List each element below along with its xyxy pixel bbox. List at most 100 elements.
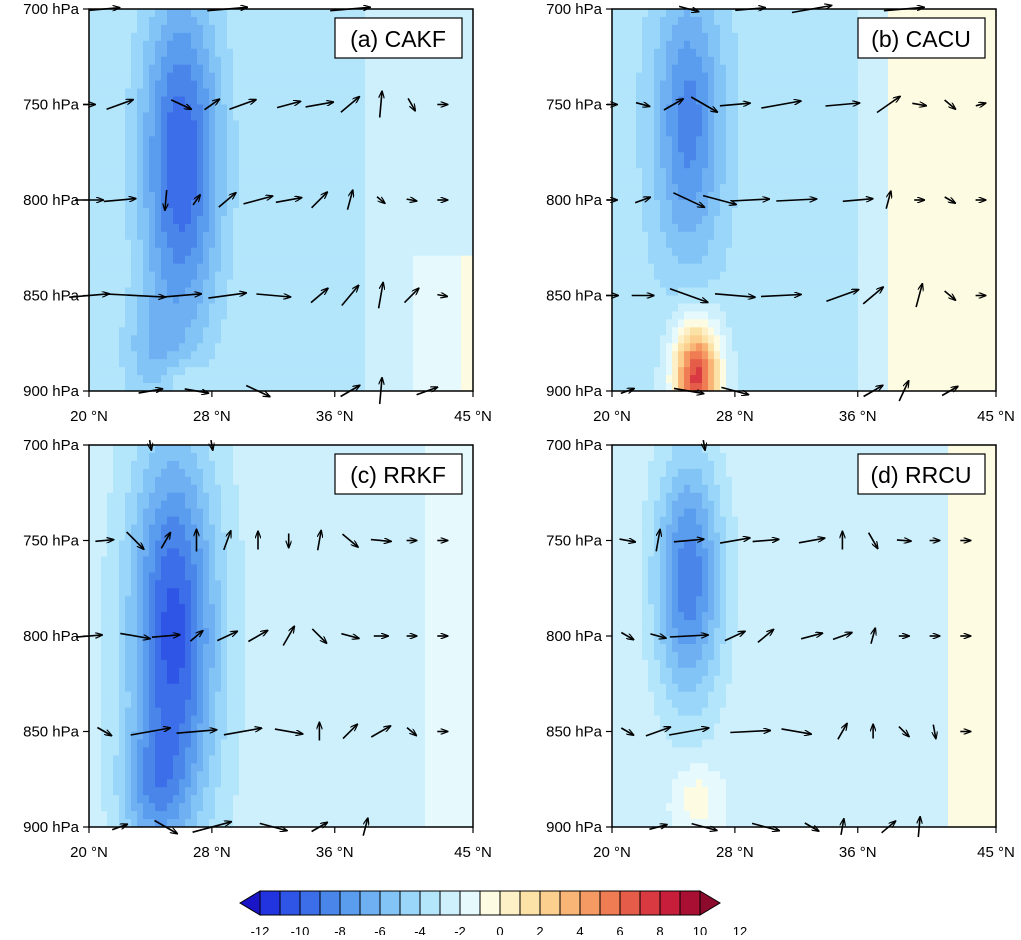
contour-cell	[750, 41, 757, 50]
contour-cell	[155, 280, 162, 289]
contour-cell	[750, 81, 757, 90]
contour-cell	[269, 89, 276, 98]
contour-cell	[672, 81, 679, 90]
contour-cell	[359, 152, 366, 161]
contour-cell	[275, 288, 282, 297]
contour-cell	[371, 136, 378, 145]
contour-cell	[642, 248, 649, 257]
contour-cell	[684, 49, 691, 58]
contour-cell	[648, 41, 655, 50]
contour-cell	[257, 17, 264, 26]
contour-cell	[137, 208, 144, 217]
contour-cell	[816, 128, 823, 137]
contour-cell	[612, 343, 619, 352]
x-tick-label: 36 °N	[316, 408, 354, 425]
contour-cell	[335, 296, 342, 305]
contour-cell	[834, 33, 841, 42]
contour-cell	[239, 9, 246, 18]
contour-cell	[107, 57, 114, 66]
contour-cell	[329, 280, 336, 289]
contour-cell	[383, 208, 390, 217]
contour-cell	[251, 303, 258, 312]
contour-cell	[690, 160, 697, 169]
contour-cell	[786, 256, 793, 265]
contour-cell	[618, 216, 625, 225]
contour-cell	[413, 81, 420, 90]
contour-cell	[233, 351, 240, 360]
contour-cell	[666, 192, 673, 201]
contour-cell	[191, 311, 198, 320]
contour-cell	[173, 17, 180, 26]
contour-cell	[155, 375, 162, 384]
contour-cell	[461, 232, 468, 241]
contour-cell	[834, 343, 841, 352]
contour-cell	[89, 248, 96, 257]
contour-cell	[738, 184, 745, 193]
contour-cell	[221, 65, 228, 74]
contour-cell	[275, 224, 282, 233]
contour-cell	[738, 65, 745, 74]
contour-cell	[335, 192, 342, 201]
contour-cell	[419, 288, 426, 297]
contour-cell	[347, 280, 354, 289]
contour-cell	[714, 65, 721, 74]
contour-cell	[281, 359, 288, 368]
contour-cell	[341, 81, 348, 90]
contour-cell	[690, 33, 697, 42]
contour-cell	[185, 128, 192, 137]
contour-cell	[245, 33, 252, 42]
contour-cell	[149, 160, 156, 169]
contour-cell	[221, 49, 228, 58]
contour-cell	[636, 224, 643, 233]
contour-cell	[696, 89, 703, 98]
contour-cell	[768, 311, 775, 320]
contour-cell	[113, 351, 120, 360]
contour-cell	[365, 200, 372, 209]
contour-cell	[798, 256, 805, 265]
contour-cell	[233, 57, 240, 66]
contour-cell	[792, 296, 799, 305]
contour-cell	[431, 311, 438, 320]
contour-cell	[143, 112, 150, 121]
contour-cell	[329, 208, 336, 217]
contour-cell	[281, 327, 288, 336]
contour-cell	[335, 335, 342, 344]
contour-cell	[263, 264, 270, 273]
contour-cell	[756, 319, 763, 328]
contour-cell	[684, 136, 691, 145]
contour-cell	[437, 81, 444, 90]
contour-cell	[335, 200, 342, 209]
contour-cell	[780, 9, 787, 18]
contour-cell	[425, 232, 432, 241]
contour-cell	[227, 152, 234, 161]
contour-cell	[786, 160, 793, 169]
contour-cell	[660, 335, 667, 344]
contour-cell	[377, 216, 384, 225]
contour-cell	[203, 184, 210, 193]
contour-cell	[353, 73, 360, 82]
contour-cell	[816, 184, 823, 193]
contour-cell	[786, 216, 793, 225]
contour-cell	[449, 232, 456, 241]
contour-cell	[317, 152, 324, 161]
contour-cell	[317, 351, 324, 360]
contour-cell	[299, 89, 306, 98]
contour-cell	[311, 97, 318, 106]
contour-cell	[215, 303, 222, 312]
contour-cell	[203, 41, 210, 50]
contour-cell	[401, 319, 408, 328]
contour-cell	[744, 200, 751, 209]
contour-cell	[804, 33, 811, 42]
contour-cell	[179, 327, 186, 336]
contour-cell	[221, 216, 228, 225]
contour-cell	[137, 25, 144, 34]
contour-cell	[720, 335, 727, 344]
contour-cell	[678, 57, 685, 66]
contour-cell	[786, 319, 793, 328]
contour-cell	[275, 192, 282, 201]
contour-cell	[281, 128, 288, 137]
contour-cell	[726, 25, 733, 34]
contour-cell	[648, 168, 655, 177]
contour-cell	[149, 41, 156, 50]
contour-cell	[642, 112, 649, 121]
